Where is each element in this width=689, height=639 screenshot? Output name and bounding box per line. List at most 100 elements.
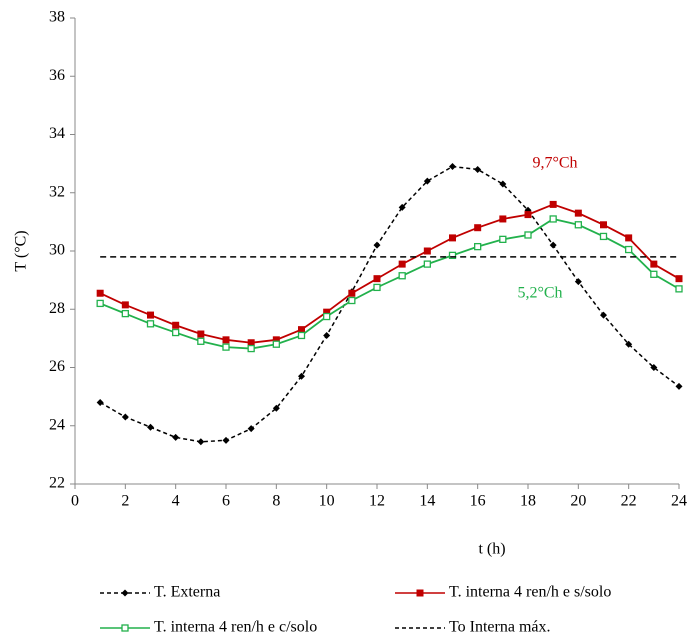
marker	[297, 331, 306, 340]
marker	[121, 301, 129, 309]
y-tick-label: 36	[49, 67, 65, 84]
marker	[197, 330, 205, 338]
marker	[172, 328, 180, 337]
marker	[121, 413, 129, 421]
marker	[549, 200, 557, 208]
marker	[524, 231, 532, 239]
marker	[474, 165, 482, 173]
marker	[599, 232, 608, 241]
y-tick-label: 28	[49, 300, 65, 317]
marker	[423, 260, 431, 268]
marker	[172, 321, 180, 329]
y-tick-label: 30	[49, 242, 65, 259]
legend-label: T. interna 4 ren/h e c/solo	[154, 619, 317, 636]
marker	[423, 247, 431, 255]
marker	[96, 398, 104, 406]
marker	[574, 209, 582, 217]
legend-marker	[121, 624, 129, 632]
marker	[222, 436, 230, 444]
y-tick-label: 32	[49, 183, 65, 200]
marker	[172, 433, 180, 441]
marker	[222, 343, 230, 351]
marker	[423, 177, 431, 185]
series-line	[99, 165, 680, 443]
marker	[499, 215, 507, 223]
x-axis-label: t (h)	[478, 541, 505, 558]
x-tick-label: 16	[470, 493, 486, 510]
marker	[650, 270, 658, 278]
marker	[272, 404, 280, 412]
marker	[398, 203, 406, 211]
y-tick-label: 24	[49, 416, 65, 433]
x-tick-label: 14	[419, 493, 435, 510]
marker	[650, 260, 658, 268]
marker	[499, 180, 507, 188]
annotation: 5,2°Ch	[517, 285, 562, 302]
x-tick-label: 10	[319, 493, 335, 510]
y-tick-label: 22	[49, 475, 65, 492]
marker	[323, 308, 331, 316]
marker	[96, 299, 104, 308]
annotation: 9,7°Ch	[532, 155, 577, 172]
marker	[323, 331, 331, 339]
x-tick-label: 8	[272, 493, 280, 510]
y-axis-label: T (°C)	[13, 230, 30, 271]
marker	[323, 312, 331, 321]
y-tick-label: 34	[49, 125, 65, 142]
x-tick-label: 22	[621, 493, 637, 510]
marker	[348, 296, 356, 305]
marker	[373, 275, 381, 283]
marker	[272, 336, 280, 344]
marker	[197, 438, 205, 446]
x-tick-label: 18	[520, 493, 536, 510]
marker	[474, 224, 482, 232]
marker	[373, 241, 381, 249]
x-tick-label: 24	[671, 493, 687, 510]
y-tick-label: 38	[49, 9, 65, 26]
marker	[600, 221, 607, 229]
series-line	[99, 218, 680, 350]
legend-marker	[121, 589, 129, 597]
marker	[449, 163, 456, 171]
marker	[650, 364, 658, 371]
x-tick-label: 12	[369, 493, 385, 510]
marker	[398, 260, 406, 268]
legend-label: To Interna máx.	[449, 619, 551, 636]
marker	[96, 289, 104, 297]
legend-marker	[416, 589, 424, 597]
marker	[600, 311, 607, 319]
x-tick-label: 0	[71, 493, 79, 510]
marker	[247, 344, 255, 353]
marker	[147, 423, 154, 431]
legend-label: T. interna 4 ren/h e s/solo	[449, 584, 611, 601]
marker	[549, 241, 557, 249]
marker	[222, 336, 230, 344]
marker	[625, 234, 633, 242]
x-tick-label: 2	[121, 493, 129, 510]
marker	[197, 337, 205, 345]
marker	[398, 272, 406, 280]
marker	[524, 211, 532, 219]
x-tick-label: 6	[222, 493, 230, 510]
marker	[574, 221, 582, 229]
marker	[675, 382, 683, 390]
marker	[298, 372, 305, 380]
marker	[574, 278, 582, 286]
x-tick-label: 4	[172, 493, 180, 510]
marker	[147, 311, 154, 319]
x-tick-label: 20	[570, 493, 586, 510]
marker	[272, 340, 280, 348]
marker	[625, 245, 633, 254]
marker	[625, 340, 633, 348]
marker	[247, 425, 255, 433]
series-line	[99, 203, 680, 344]
y-tick-label: 26	[49, 358, 65, 375]
marker	[675, 275, 683, 283]
marker	[449, 234, 456, 242]
marker	[448, 251, 457, 260]
marker	[146, 320, 155, 328]
marker	[499, 235, 507, 244]
marker	[348, 289, 356, 297]
marker	[298, 326, 305, 334]
